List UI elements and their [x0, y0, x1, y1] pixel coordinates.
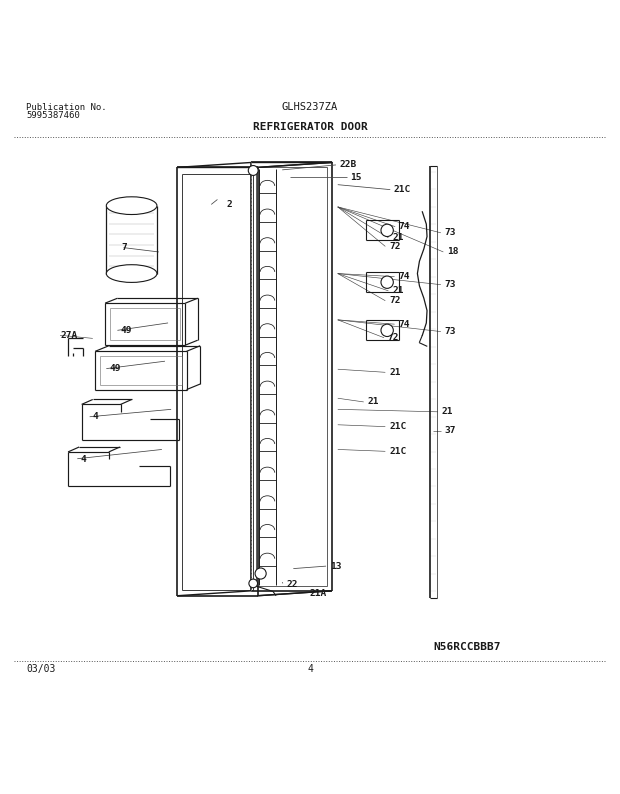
Text: 73: 73	[445, 280, 456, 289]
Text: 74: 74	[398, 320, 410, 329]
Text: 74: 74	[398, 222, 410, 231]
Text: 4: 4	[81, 456, 86, 464]
Text: 49: 49	[120, 326, 132, 335]
Circle shape	[255, 568, 266, 579]
Ellipse shape	[106, 197, 157, 214]
Circle shape	[249, 579, 257, 588]
Text: 27A: 27A	[60, 331, 78, 340]
Text: 49: 49	[109, 364, 121, 373]
Circle shape	[381, 224, 393, 237]
Text: 21: 21	[392, 233, 404, 242]
Text: 21: 21	[392, 287, 404, 295]
Text: 5995387460: 5995387460	[26, 111, 80, 120]
Text: 15: 15	[350, 173, 361, 182]
Circle shape	[248, 165, 258, 175]
Text: REFRIGERATOR DOOR: REFRIGERATOR DOOR	[252, 122, 368, 133]
Text: N56RCCBBB7: N56RCCBBB7	[433, 642, 501, 652]
Text: 22: 22	[286, 580, 298, 589]
Text: 2: 2	[227, 200, 232, 209]
Text: 21C: 21C	[389, 447, 406, 456]
Text: 22B: 22B	[340, 160, 357, 169]
Text: 21C: 21C	[389, 422, 406, 431]
Circle shape	[381, 276, 393, 288]
Text: 74: 74	[398, 272, 410, 281]
Text: GLHS237ZA: GLHS237ZA	[282, 102, 338, 112]
Text: 21: 21	[389, 368, 401, 377]
Text: 4: 4	[307, 664, 313, 673]
Circle shape	[381, 324, 393, 337]
Text: 21: 21	[368, 398, 379, 407]
Text: 13: 13	[330, 561, 341, 571]
Text: 03/03: 03/03	[26, 664, 55, 673]
Ellipse shape	[106, 264, 157, 283]
Text: Publication No.: Publication No.	[26, 103, 107, 112]
Text: 21A: 21A	[310, 589, 327, 598]
Text: 72: 72	[388, 333, 399, 342]
Text: 21C: 21C	[393, 185, 410, 194]
Text: 37: 37	[445, 426, 456, 435]
Text: 7: 7	[122, 243, 128, 252]
Text: 72: 72	[389, 242, 401, 251]
Text: 4: 4	[93, 412, 99, 422]
Text: 73: 73	[445, 229, 456, 237]
Text: 21: 21	[441, 407, 453, 416]
Text: 72: 72	[389, 296, 401, 305]
Text: 18: 18	[447, 248, 459, 256]
Text: 73: 73	[445, 327, 456, 336]
